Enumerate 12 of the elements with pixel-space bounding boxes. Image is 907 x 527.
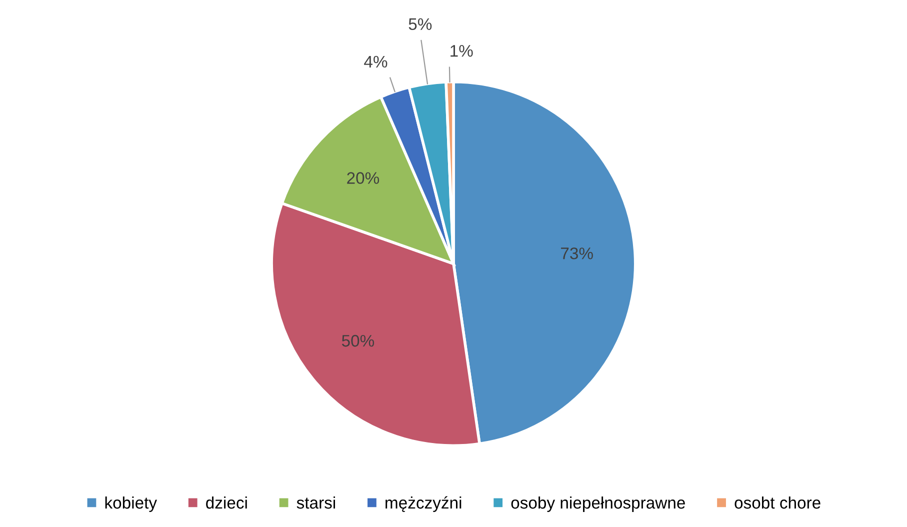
data-label: 1% xyxy=(450,45,473,57)
legend-label: kobiety xyxy=(105,496,157,512)
data-label: 50% xyxy=(342,334,374,347)
legend-label: osobt chore xyxy=(734,496,820,509)
legend-label: mężczyźni xyxy=(386,496,462,512)
data-label: 5% xyxy=(408,18,432,30)
data-label: 73% xyxy=(561,248,593,260)
legend-label: osoby niepełnosprawne xyxy=(511,496,685,512)
legend-label: dzieci xyxy=(206,496,247,509)
legend-label: starsi xyxy=(296,496,336,509)
data-label: 4% xyxy=(364,56,388,68)
data-label: 20% xyxy=(347,172,380,184)
